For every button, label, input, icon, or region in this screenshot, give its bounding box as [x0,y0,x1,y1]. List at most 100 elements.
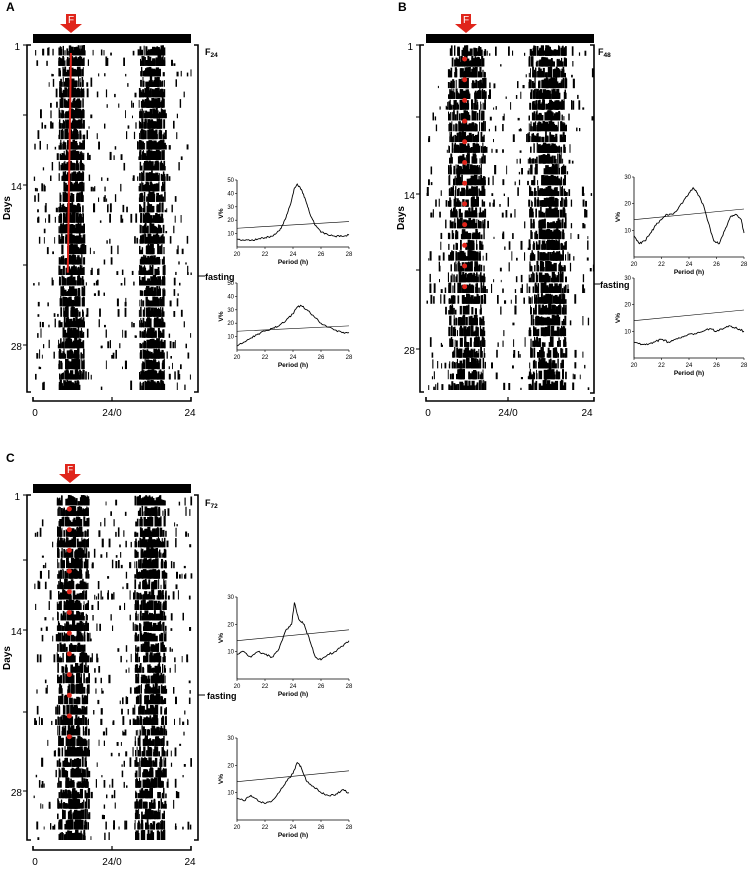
actogram-row [446,142,571,153]
actogram-row [40,620,192,631]
periodogram-axes [236,180,349,248]
actogram [426,45,594,390]
time-tick-label: 24/0 [498,408,518,419]
periodogram: 20 22 24 26 28 10 20 30 Period (h) V% [615,276,748,377]
y-tick-label: 20 [227,218,234,224]
actogram-row [56,149,183,160]
actogram-row [429,271,585,283]
actogram-row [428,249,589,261]
actogram-row [58,254,187,265]
day-tick-label: 1 [14,42,20,53]
significance-line [236,770,350,783]
time-tick-label: 0 [32,408,38,419]
x-tick-label: 20 [234,825,241,831]
actogram-row [445,303,567,315]
x-tick-label: 20 [234,252,241,258]
feeding-dot [462,77,468,83]
periodogram: 20 22 24 26 28 10 20 30 Period (h) V% [218,736,353,839]
actogram-row [39,568,193,579]
actogram-row [51,66,192,77]
y-tick-label: 10 [624,228,631,234]
actogram-row [57,641,173,652]
actogram-row [440,239,589,250]
actogram-row [33,170,171,181]
actogram-row [36,704,186,715]
phase-marker-line [66,52,72,273]
actogram-row [57,808,165,820]
actogram-row [60,285,179,296]
y-tick-label: 20 [227,622,234,628]
y-tick-label: 20 [624,303,631,309]
significance-line [236,221,350,229]
time-tick-label: 24 [581,408,593,419]
feeding-dot [66,547,72,553]
actogram-row [43,337,187,349]
y-tick-label: 20 [227,763,234,769]
x-tick-label: 28 [741,363,748,369]
x-tick-label: 24 [290,252,297,258]
light-dark-bar [33,484,191,493]
time-tick-label: 0 [32,857,38,868]
x-tick-label: 28 [346,684,353,690]
actogram-row [431,347,584,358]
actogram-row [41,630,167,642]
feeding-dot [66,692,72,698]
x-tick-label: 20 [234,355,241,361]
x-tick-label: 28 [346,825,353,831]
actogram-row [36,652,189,663]
actogram-row [38,777,177,788]
day-tick-label: 1 [407,42,413,53]
fasting-label: fasting [207,691,237,701]
periodogram-axes [633,278,744,359]
y-tick-label: 30 [624,276,631,282]
actogram-row [53,745,177,757]
x-tick-label: 20 [234,684,241,690]
actogram-row [39,316,185,328]
y-axis-label: V% [218,633,225,643]
y-axis-label: V% [615,313,622,323]
actogram-row [34,714,189,725]
x-tick-label: 28 [346,252,353,258]
y-tick-label: 10 [624,329,631,335]
condition-label: F24 [205,47,218,59]
actogram-row [449,45,587,56]
actogram-row [37,306,183,317]
x-axis-label: Period (h) [278,259,308,266]
feeding-dot [66,568,72,574]
y-tick-label: 10 [227,791,234,797]
day-tick-label: 28 [11,788,23,799]
y-tick-label: 50 [227,281,234,287]
day-tick-label: 14 [11,627,23,638]
panel-c: C F F72 fasting 1 14 28 Days 0 24/0 24 2… [2,451,353,868]
actogram-row [36,348,190,359]
bracket [590,44,595,394]
actogram-row [41,756,192,767]
actogram-row [34,139,189,150]
actogram-row [448,325,567,337]
actogram-row [34,526,189,537]
y-axis-label: Days [396,206,407,230]
bracket [194,494,199,841]
x-tick-label: 26 [713,363,720,369]
periodogram-axes [236,283,349,351]
actogram-row [58,693,191,705]
actogram-row [428,174,566,186]
actogram-row [37,829,166,840]
actogram-row [447,66,594,78]
feeding-dot [66,713,72,719]
panel-letter: B [398,0,407,14]
y-axis-label: V% [615,212,622,222]
periodogram-curve [236,183,350,242]
y-tick-label: 50 [227,178,234,184]
condition-label: F48 [598,47,611,59]
periodogram: 20 22 24 26 28 10 20 30 40 50 Period (h) V% [218,281,353,369]
x-tick-label: 22 [262,252,269,258]
feeding-dot [66,610,72,615]
fast-arrow-label: F [68,15,74,26]
actogram-row [440,228,589,240]
y-tick-label: 30 [227,595,234,601]
panel-letter: A [6,0,15,14]
actogram-row [34,578,178,590]
feeding-dot [462,263,468,269]
